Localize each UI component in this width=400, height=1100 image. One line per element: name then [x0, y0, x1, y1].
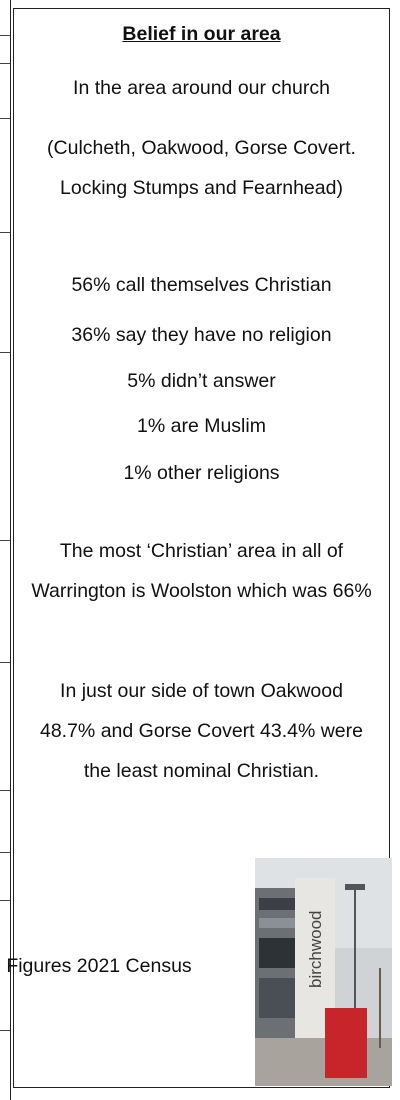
- neighbor-box-edge: [0, 0, 11, 1100]
- paragraph: In the area around our church: [73, 77, 330, 99]
- paragraph: 36% say they have no religion: [71, 324, 332, 346]
- paragraph: 56% call themselves Christian: [71, 274, 332, 296]
- sign-text: birchwood: [306, 911, 325, 989]
- paragraph: 1% other religions: [123, 462, 280, 484]
- footnote: Figures 2021 Census: [6, 955, 192, 977]
- paragraph: 1% are Muslim: [137, 415, 266, 437]
- paragraph: (Culcheth, Oakwood, Gorse Covert. Lockin…: [47, 137, 356, 199]
- paragraph: In just our side of town Oakwood 48.7% a…: [39, 680, 363, 782]
- paragraph: The most ‘Christian’ area in all of Warr…: [31, 540, 372, 602]
- title: Belief in our area: [122, 23, 281, 45]
- photo: birchwood: [255, 858, 392, 1086]
- paragraph: 5% didn’t answer: [127, 370, 276, 392]
- info-box: Belief in our area In the area around ou…: [6, 8, 392, 1088]
